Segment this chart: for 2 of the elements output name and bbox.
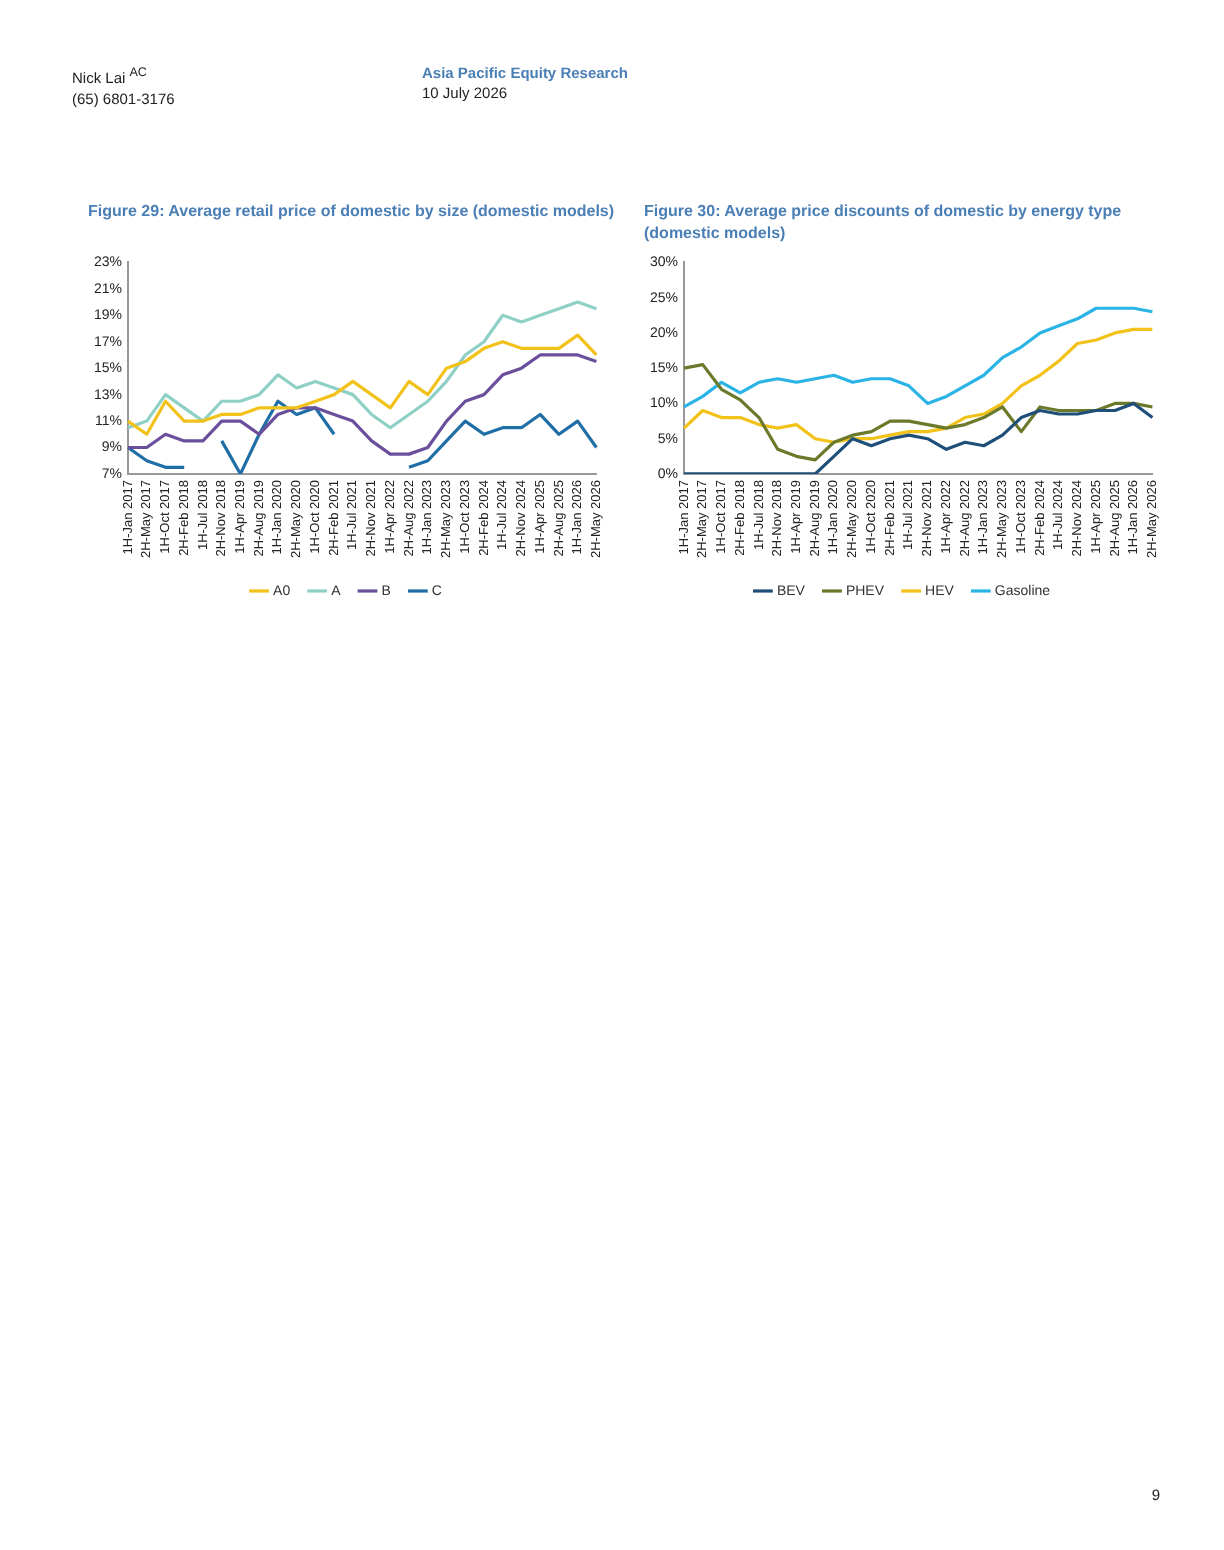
chart-title: Figure 30: Average price discounts of domestic by energy type (domestic models) bbox=[644, 200, 1124, 246]
chart-title: Figure 29: Average retail price of domestic by size (domestic models) bbox=[88, 200, 617, 224]
